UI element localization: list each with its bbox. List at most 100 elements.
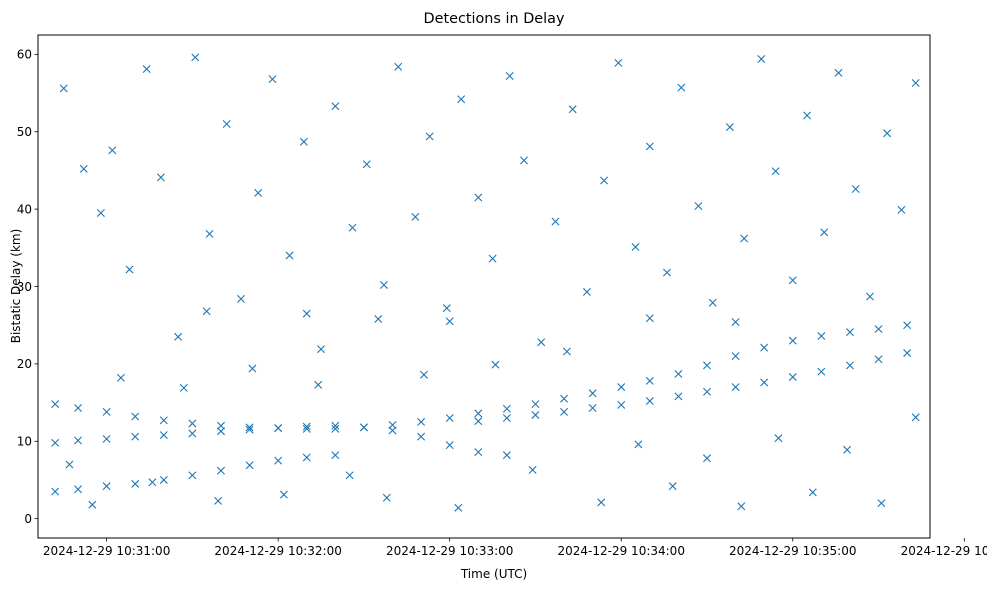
data-point [883,129,892,138]
data-point [617,383,626,392]
data-point [331,424,340,433]
data-point [156,173,165,182]
data-point [74,485,83,494]
data-point [865,292,874,301]
data-point [108,146,117,155]
data-point [845,361,854,370]
data-point [302,424,311,433]
data-point [79,164,88,173]
data-point [560,394,569,403]
data-point [537,338,546,347]
data-point [216,421,225,430]
data-point [425,132,434,141]
y-tick-label: 50 [17,125,32,139]
y-axis: 0 10 20 30 40 50 60 [17,48,38,526]
data-point [834,68,843,77]
data-point [614,58,623,67]
data-point [731,352,740,361]
data-point [131,479,140,488]
data-point [520,156,529,165]
plot-frame [37,34,931,539]
data-point [148,478,157,487]
data-point [74,436,83,445]
y-tick-label: 20 [17,357,32,371]
data-point [388,421,397,430]
data-point [531,410,540,419]
x-tick-label: 2024-12-29 10:36:00 [901,544,987,558]
data-point [760,343,769,352]
data-point [708,298,717,307]
data-point [302,453,311,462]
data-point [845,328,854,337]
data-point [96,208,105,217]
data-point [279,490,288,499]
data-point [820,228,829,237]
data-point [631,243,640,252]
data-point [505,72,514,81]
data-point [131,432,140,441]
data-point [528,465,537,474]
data-point [502,451,511,460]
data-point [331,102,340,111]
data-point [417,417,426,426]
data-point [474,448,483,457]
data-point [245,423,254,432]
data-point [645,314,654,323]
data-point [731,383,740,392]
data-point [502,404,511,413]
data-point [202,307,211,316]
data-point [445,441,454,450]
data-point [379,280,388,289]
data-point [677,83,686,92]
data-point [703,387,711,396]
x-tick-label: 2024-12-29 10:31:00 [43,544,170,558]
data-point [216,466,225,475]
data-point [874,355,883,364]
data-point [474,417,483,426]
y-tick-label: 30 [17,280,32,294]
data-point [445,317,454,326]
data-point [419,370,428,379]
data-point [191,53,200,62]
data-point [617,400,626,409]
data-point [442,304,451,313]
data-point [817,332,826,341]
data-point [560,407,569,416]
data-point [245,425,254,434]
data-point [568,105,577,114]
data-point [345,471,354,480]
data-point [454,503,463,512]
data-point [188,419,197,428]
data-point [588,404,597,412]
y-axis-label: Bistatic Delay (km) [9,229,23,344]
data-point [159,475,168,484]
data-point [411,212,420,221]
data-point [348,223,357,232]
data-point [188,429,197,438]
data-point [302,422,311,431]
data-point [331,421,340,430]
data-point [268,75,277,84]
data-point [474,193,483,202]
data-point [302,309,311,318]
data-point [382,493,391,502]
data-point [159,431,168,440]
data-point [274,424,283,433]
data-point [174,332,183,341]
data-point [674,392,683,401]
data-point [51,438,60,447]
data-point [562,347,571,356]
data-point [903,349,912,358]
data-point [488,254,497,263]
data-point [634,440,643,449]
data-point [491,360,500,369]
data-point [102,407,111,416]
data-point [788,373,797,382]
data-point [597,498,606,507]
data-point [897,205,906,214]
data-markers [51,53,920,512]
data-point [245,461,254,470]
data-point [531,400,540,409]
data-point [694,202,703,211]
data-point [851,185,860,193]
